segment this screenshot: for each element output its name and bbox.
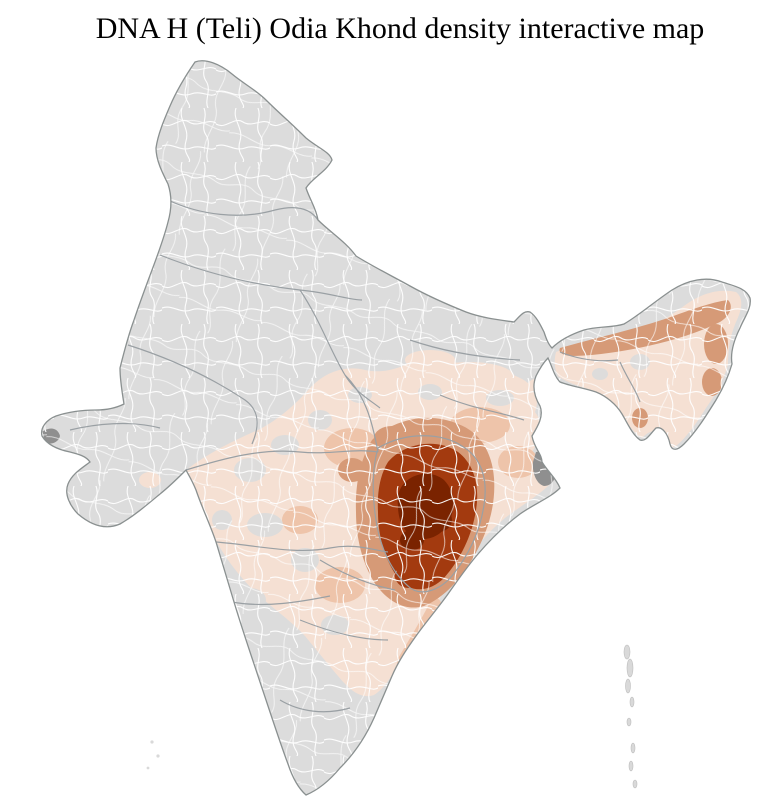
district-mesh-layer-2 <box>41 60 751 796</box>
andaman-islands[interactable] <box>623 644 638 789</box>
state-borders <box>69 199 641 713</box>
page-title: DNA H (Teli) Odia Khond density interact… <box>96 12 705 45</box>
lakshadweep-islands[interactable] <box>146 740 160 770</box>
